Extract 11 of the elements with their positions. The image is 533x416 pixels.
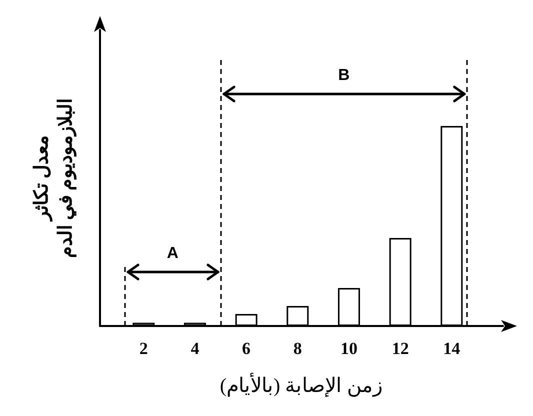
x-tick-label: 8 bbox=[293, 339, 302, 358]
x-tick-label: 12 bbox=[392, 339, 409, 358]
x-axis-title: زمن الإصابة (بالأيام) bbox=[220, 372, 384, 398]
annotation: A bbox=[166, 245, 180, 263]
y-axis-title: معدل تكاثر البلازموديوم في الدم bbox=[32, 98, 78, 258]
x-tick-label: 10 bbox=[340, 339, 358, 358]
x-tick-label: 6 bbox=[242, 339, 251, 358]
x-tick-label: 2 bbox=[139, 339, 148, 358]
x-tick-label: 14 bbox=[443, 339, 461, 358]
x-tick-label: 4 bbox=[190, 339, 200, 358]
text: B bbox=[337, 67, 351, 85]
